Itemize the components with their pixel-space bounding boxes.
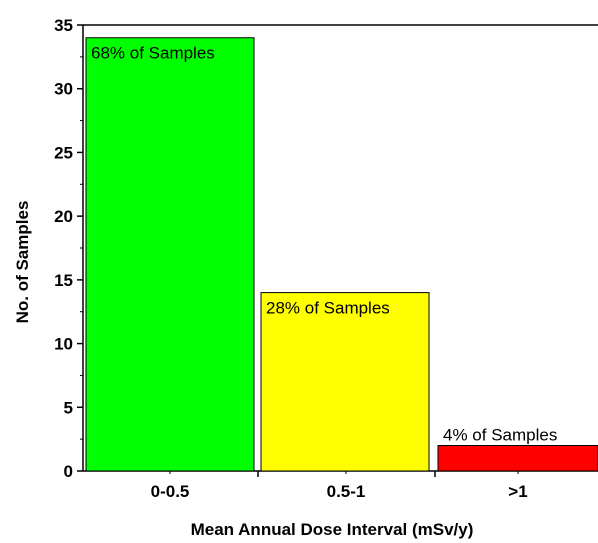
y-axis: 0 5 10 15 20 25 30 35 — [54, 16, 83, 481]
bars-group — [85, 37, 598, 472]
bar-3 — [437, 445, 598, 472]
y-tick-label: 5 — [64, 398, 73, 417]
bar-labels-group: 68% of Samples 28% of Samples 4% of Sample… — [91, 44, 557, 445]
bar-1 — [85, 37, 255, 472]
x-axis-title: Mean Annual Dose Interval (mSv/y) — [191, 520, 474, 539]
bar-2 — [260, 292, 430, 472]
bar-annotation-1: 68% of Samples — [91, 44, 215, 63]
x-tick-label: 0.5-1 — [327, 482, 366, 501]
y-tick-label: 20 — [54, 207, 73, 226]
y-tick-label: 0 — [64, 462, 73, 481]
y-tick-label: 25 — [54, 143, 73, 162]
x-tick-label: 0-0.5 — [151, 482, 190, 501]
x-axis: 0-0.5 0.5-1 >1 — [151, 471, 528, 501]
y-tick-label: 35 — [54, 16, 73, 35]
bar-annotation-3: 4% of Samples — [443, 426, 557, 445]
y-tick-label: 15 — [54, 271, 73, 290]
y-tick-label: 10 — [54, 335, 73, 354]
bar-annotation-2: 28% of Samples — [266, 299, 390, 318]
x-tick-label: >1 — [508, 482, 527, 501]
y-tick-label: 30 — [54, 80, 73, 99]
y-axis-title: No. of Samples — [13, 201, 32, 324]
